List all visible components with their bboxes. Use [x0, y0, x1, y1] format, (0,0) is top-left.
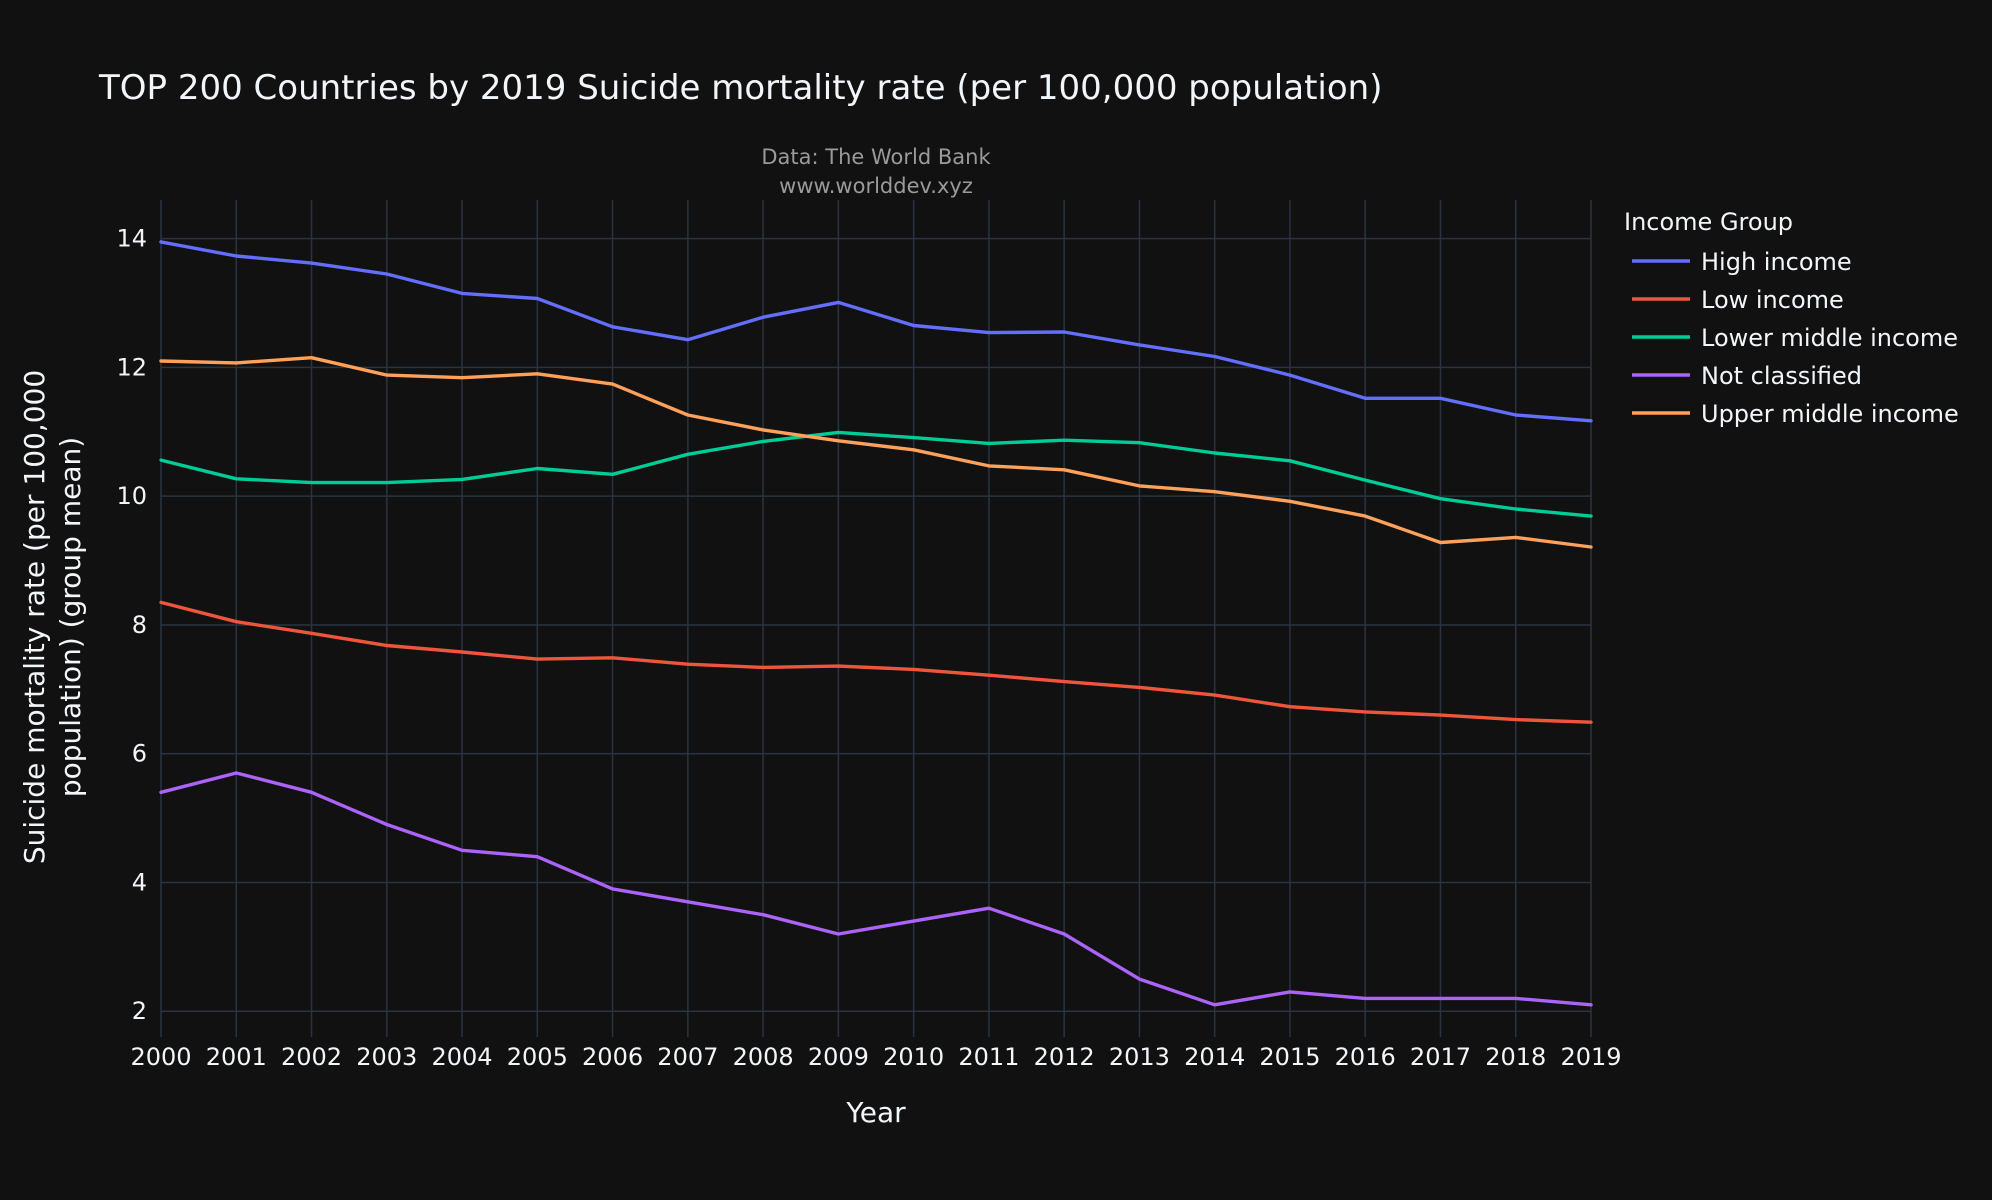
series-line-lower-middle-income — [159, 430, 1593, 518]
legend-title: Income Group — [1624, 208, 1793, 236]
y-axis-title-line-1: Suicide mortality rate (per 100,000 — [18, 370, 51, 864]
series-line-upper-middle-income — [159, 356, 1593, 549]
x-tick-label: 2011 — [958, 1043, 1019, 1071]
chart-title: TOP 200 Countries by 2019 Suicide mortal… — [98, 68, 1382, 108]
legend-item-lower-middle-income[interactable]: Lower middle income — [1632, 324, 1958, 352]
x-tick-label: 2006 — [582, 1043, 643, 1071]
legend-label: Upper middle income — [1701, 400, 1959, 428]
source-annotation-line-2: www.worlddev.xyz — [779, 174, 973, 198]
x-tick-label: 2001 — [206, 1043, 267, 1071]
series-line-low-income — [159, 600, 1593, 724]
legend-label: High income — [1701, 248, 1852, 276]
legend-item-upper-middle-income[interactable]: Upper middle income — [1632, 400, 1959, 428]
x-tick-label: 2016 — [1335, 1043, 1396, 1071]
x-tick-label: 2015 — [1259, 1043, 1320, 1071]
grid-lines — [160, 200, 1592, 1037]
series-lines — [159, 240, 1593, 1007]
x-tick-label: 2014 — [1184, 1043, 1245, 1071]
x-tick-label: 2012 — [1034, 1043, 1095, 1071]
x-tick-label: 2003 — [356, 1043, 417, 1071]
x-tick-label: 2007 — [657, 1043, 718, 1071]
legend: Income Group High income Low income Lower … — [1624, 208, 1959, 428]
y-axis-title-line-2: population) (group mean) — [54, 437, 87, 797]
legend-item-high-income[interactable]: High income — [1632, 248, 1852, 276]
x-tick-label: 2000 — [130, 1043, 191, 1071]
y-tick-label: 12 — [116, 353, 147, 381]
x-tick-label: 2019 — [1560, 1043, 1621, 1071]
legend-item-low-income[interactable]: Low income — [1632, 286, 1844, 314]
y-tick-label: 4 — [132, 868, 147, 896]
y-tick-label: 6 — [132, 740, 147, 768]
x-tick-label: 2018 — [1485, 1043, 1546, 1071]
x-tick-label: 2009 — [808, 1043, 869, 1071]
x-tick-label: 2004 — [432, 1043, 493, 1071]
legend-label: Lower middle income — [1701, 324, 1958, 352]
x-tick-label: 2005 — [507, 1043, 568, 1071]
y-tick-label: 8 — [132, 611, 147, 639]
source-annotation-line-1: Data: The World Bank — [761, 145, 991, 169]
x-tick-label: 2002 — [281, 1043, 342, 1071]
y-tick-label: 10 — [116, 482, 147, 510]
series-line-not-classified — [159, 771, 1593, 1007]
legend-label: Not classified — [1701, 362, 1862, 390]
legend-item-not-classified[interactable]: Not classified — [1632, 362, 1862, 390]
x-axis-ticks: 2000 2001 2002 2003 2004 2005 2006 2007 2008 2009… — [130, 1043, 1621, 1071]
y-tick-label: 14 — [116, 225, 147, 253]
x-tick-label: 2010 — [883, 1043, 944, 1071]
y-axis-ticks: 2 4 6 8 10 12 14 — [116, 225, 147, 1026]
y-axis-title: Suicide mortality rate (per 100,000 popu… — [18, 370, 87, 864]
legend-label: Low income — [1701, 286, 1844, 314]
x-tick-label: 2017 — [1410, 1043, 1471, 1071]
x-tick-label: 2008 — [733, 1043, 794, 1071]
x-tick-label: 2013 — [1109, 1043, 1170, 1071]
y-tick-label: 2 — [132, 997, 147, 1025]
x-axis-title: Year — [845, 1096, 906, 1129]
series-line-high-income — [159, 240, 1593, 423]
